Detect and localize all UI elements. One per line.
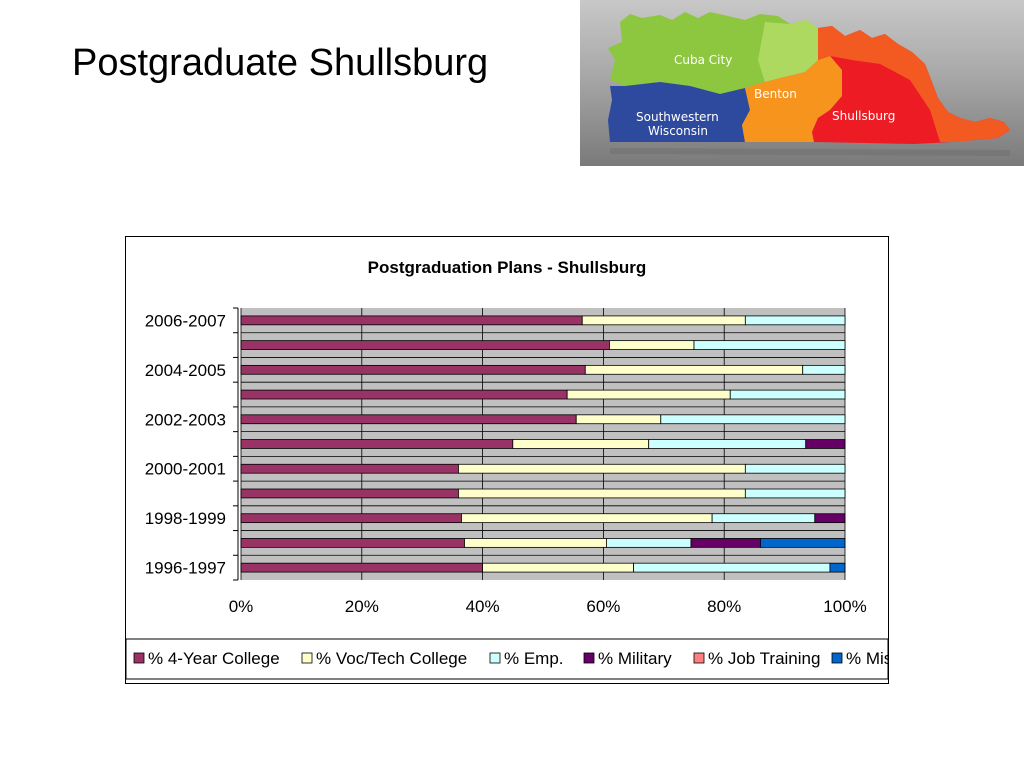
map-label-shullsburg: Shullsburg — [832, 109, 895, 123]
legend-swatch — [831, 652, 843, 664]
x-tick-label: 0% — [229, 597, 254, 616]
bar-segment — [744, 463, 846, 474]
bar-segment — [648, 439, 807, 449]
y-tick-label: 2004-2005 — [145, 361, 226, 380]
bar-segment — [512, 439, 650, 449]
bar-segment — [829, 562, 846, 573]
bar-segment — [729, 389, 846, 400]
bar-segment — [744, 488, 846, 499]
bar-segment — [458, 463, 746, 474]
bar-segment — [693, 340, 846, 350]
region-map: Cuba City Benton Shullsburg Southwestern… — [580, 0, 1024, 166]
bar-segment — [584, 364, 804, 375]
bar-segment — [606, 538, 692, 548]
map-region-shullsburg-orange — [818, 26, 1010, 142]
bar-segment — [240, 315, 583, 326]
legend-swatch — [583, 652, 595, 664]
bar-segment — [575, 414, 662, 425]
bar-segment — [633, 562, 831, 573]
bar-segment — [240, 389, 568, 400]
bar-segment — [240, 488, 459, 499]
bar-segment — [461, 513, 713, 524]
legend-label: % 4-Year College — [148, 649, 280, 668]
stacked-bar-chart: Postgraduation Plans - Shullsburg 0% 20% 40… — [126, 258, 888, 680]
chart-frame: Postgraduation Plans - Shullsburg 0% 20% 40… — [125, 236, 889, 684]
x-tick-label: 40% — [466, 597, 500, 616]
x-tick-label: 100% — [823, 597, 866, 616]
legend-swatch — [693, 652, 705, 664]
map-region-southwestern-wisconsin — [608, 82, 750, 142]
legend-label: % Job Training — [708, 649, 820, 668]
bar-segment — [240, 364, 586, 375]
y-tick-label: 1996-1997 — [145, 559, 226, 578]
legend-label: % Misc. — [846, 649, 888, 668]
bar-segment — [240, 562, 484, 573]
bar-segment — [240, 439, 514, 449]
map-region-benton — [742, 56, 842, 142]
legend-swatch — [301, 652, 313, 664]
y-tick-label: 2006-2007 — [145, 311, 226, 330]
bar-segment — [240, 414, 577, 425]
legend-box — [126, 638, 888, 680]
bar-segment — [240, 340, 610, 350]
bar-segment — [802, 364, 846, 375]
bar-segment — [240, 538, 465, 548]
bar-segment — [744, 315, 846, 326]
legend-label: % Voc/Tech College — [316, 649, 467, 668]
bar-segment — [690, 538, 761, 548]
bar-segment — [240, 463, 459, 474]
x-tick-label: 20% — [345, 597, 379, 616]
bar-segment — [458, 488, 746, 499]
bar-segment — [814, 513, 846, 524]
bar-segment — [581, 315, 746, 326]
bar-segment — [240, 513, 462, 524]
map-label-benton: Benton — [754, 87, 797, 101]
legend-label: % Military — [598, 649, 672, 668]
bar-segment — [566, 389, 731, 400]
legend-swatch — [133, 652, 145, 664]
slide-title: Postgraduate Shullsburg — [72, 42, 489, 84]
map-shadow — [610, 148, 1010, 156]
bar-segment — [760, 538, 846, 548]
map-label-southwestern-wisconsin: Southwestern Wisconsin — [636, 110, 719, 138]
legend-label: % Emp. — [504, 649, 564, 668]
bar-segment — [482, 562, 635, 573]
map-label-cuba-city: Cuba City — [674, 53, 732, 67]
y-tick-label: 2000-2001 — [145, 460, 226, 479]
bar-segment — [711, 513, 816, 524]
y-tick-label: 2002-2003 — [145, 410, 226, 429]
legend-swatch — [489, 652, 501, 664]
x-tick-label: 60% — [586, 597, 620, 616]
chart-title: Postgraduation Plans - Shullsburg — [368, 258, 647, 277]
bar-segment — [609, 340, 695, 350]
x-tick-label: 80% — [707, 597, 741, 616]
y-tick-label: 1998-1999 — [145, 509, 226, 528]
bar-segment — [464, 538, 607, 548]
bar-segment — [805, 439, 846, 449]
map-region-cuba-city-light — [758, 20, 818, 82]
bar-segment — [660, 414, 846, 425]
